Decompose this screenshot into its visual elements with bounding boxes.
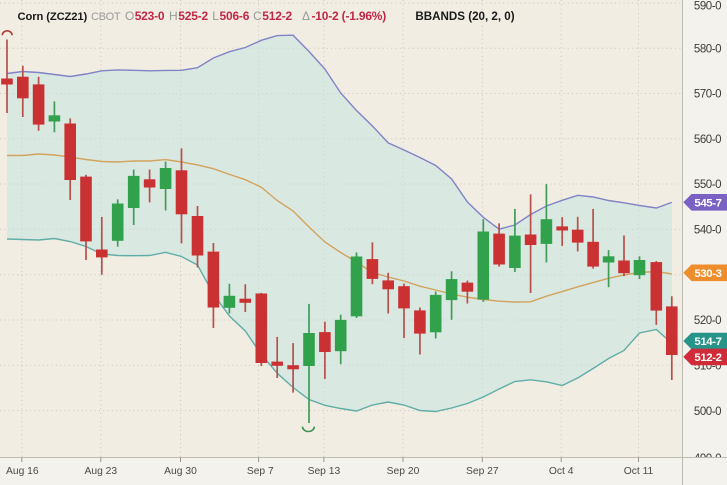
svg-text:530-3: 530-3 xyxy=(694,268,721,280)
svg-text:550-0: 550-0 xyxy=(694,179,721,191)
svg-text:Sep 27: Sep 27 xyxy=(466,466,499,477)
svg-text:-10-2 (-1.96%): -10-2 (-1.96%) xyxy=(312,9,387,23)
svg-text:Aug 30: Aug 30 xyxy=(164,466,197,477)
svg-text:580-0: 580-0 xyxy=(694,43,721,55)
svg-text:523-0: 523-0 xyxy=(135,9,165,23)
svg-text:BBANDS (20, 2, 0): BBANDS (20, 2, 0) xyxy=(415,10,514,23)
svg-text:CBOT: CBOT xyxy=(91,11,121,23)
svg-text:570-0: 570-0 xyxy=(694,89,721,101)
svg-text:Oct 4: Oct 4 xyxy=(549,466,574,477)
svg-text:Sep 20: Sep 20 xyxy=(387,466,420,477)
svg-text:525-2: 525-2 xyxy=(178,9,208,23)
svg-text:512-2: 512-2 xyxy=(694,352,721,364)
svg-text:Corn (ZCZ21): Corn (ZCZ21) xyxy=(18,11,88,23)
svg-text:L: L xyxy=(212,9,219,23)
svg-text:Oct 11: Oct 11 xyxy=(624,466,654,477)
svg-text:520-0: 520-0 xyxy=(694,315,721,327)
svg-text:512-2: 512-2 xyxy=(262,9,292,23)
svg-text:540-0: 540-0 xyxy=(694,225,721,237)
svg-text:506-6: 506-6 xyxy=(220,9,250,23)
svg-text:H: H xyxy=(169,9,178,23)
svg-text:Sep 13: Sep 13 xyxy=(308,466,341,477)
svg-text:C: C xyxy=(253,9,262,23)
svg-text:Aug 23: Aug 23 xyxy=(84,466,117,477)
svg-text:Sep 7: Sep 7 xyxy=(247,466,274,477)
svg-text:Aug 16: Aug 16 xyxy=(6,466,39,477)
svg-text:560-0: 560-0 xyxy=(694,134,721,146)
svg-text:590-0: 590-0 xyxy=(694,1,721,13)
svg-text:514-7: 514-7 xyxy=(694,336,721,348)
svg-text:O: O xyxy=(125,9,134,23)
svg-text:545-7: 545-7 xyxy=(694,198,721,210)
svg-text:Δ: Δ xyxy=(302,9,310,23)
svg-text:500-0: 500-0 xyxy=(694,406,721,418)
